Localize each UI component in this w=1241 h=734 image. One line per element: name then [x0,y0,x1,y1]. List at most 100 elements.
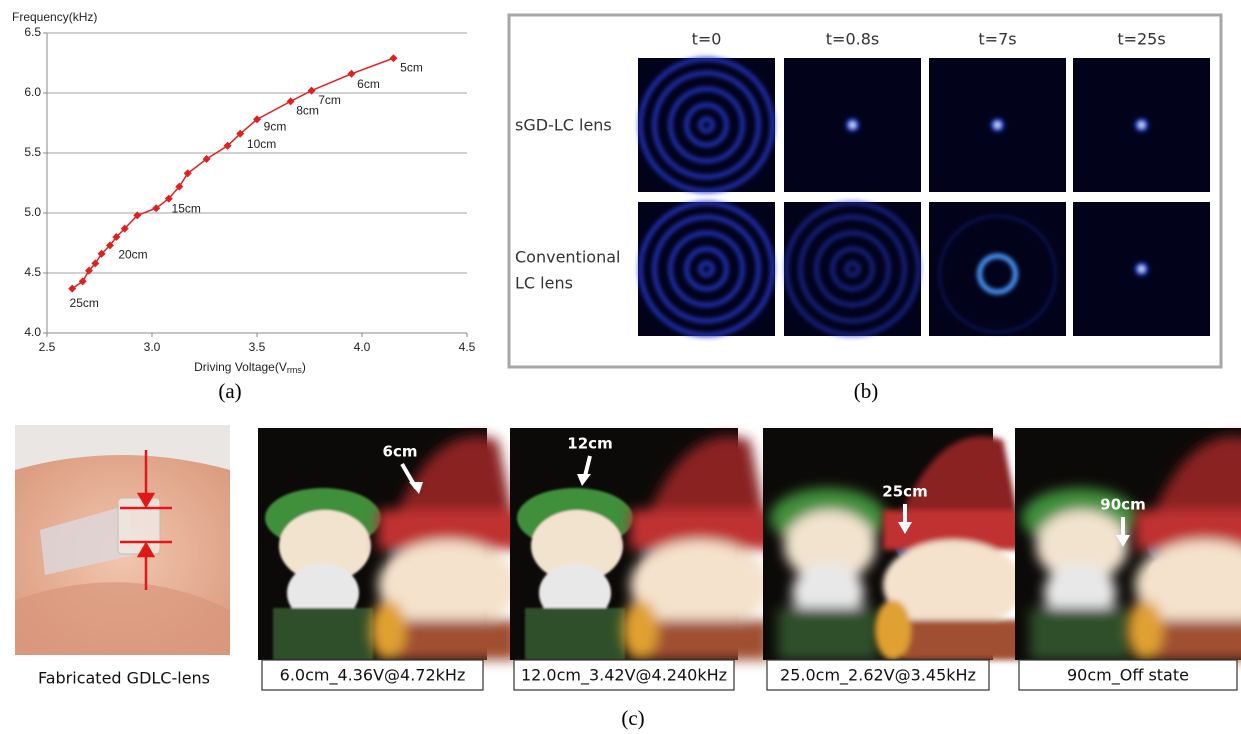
spot [1138,266,1145,272]
annotation: 10cm [247,137,276,151]
y-tick-label: 6.5 [24,25,41,39]
x-tick-label: 2.5 [39,340,56,354]
photo-caption: 25.0cm_2.62V@3.45kHz [780,666,976,686]
annotation: 8cm [296,104,319,118]
pattern [845,118,860,132]
distance-label: 25cm [882,483,927,501]
caption-box [261,659,484,691]
data-point [236,129,245,138]
column-header: t=0 [692,30,722,49]
pattern [638,56,775,194]
arrow-head [577,474,591,486]
data-point [286,97,295,106]
photo [510,428,780,660]
data-point [223,141,232,150]
plot-area: 4.0 4.5 5.0 5.5 6.0 6.5 2.5 3.0 3.5 4.0 4.5 25cm 20c… [24,25,475,354]
annotation: 9cm [264,120,287,134]
data-point [91,259,100,268]
data-point [164,194,173,203]
ring [698,116,715,134]
device-caption: Fabricated GDLC-lens [38,669,210,688]
x-tick-label: 3.0 [144,340,161,354]
photo [258,428,528,660]
pattern [784,200,921,338]
x-tick-label: 4.5 [459,340,476,354]
panel-label: (b) [854,379,879,403]
row-label: Conventional [515,248,620,267]
arrow-head [898,522,912,534]
pattern [938,214,1057,334]
x-tick-label: 3.5 [249,340,266,354]
y-tick-label: 4.5 [24,265,41,279]
x-tick-label: 4.0 [354,340,371,354]
spot [1138,122,1145,128]
x-label-sub: rms [287,365,302,375]
data-point [183,169,192,178]
ring [977,253,1018,295]
ring [844,260,861,278]
annotation: 7cm [318,93,341,107]
y-tick-label: 5.5 [24,145,41,159]
ring [638,200,775,338]
y-tick-label: 4.0 [24,325,41,339]
spot [849,122,856,128]
data-point [120,224,129,233]
spot [994,122,1001,128]
row-label: sGD-LC lens [515,116,612,135]
data-point [307,86,316,95]
annotation: 20cm [118,248,147,262]
data-point [68,284,77,293]
x-label-end: ) [302,360,306,374]
image-grid: t=0 t=0.8s t=7s t=25s sGD-LC lens Conventiona… [515,30,1210,338]
panel-label: (a) [218,379,241,403]
y-tick-label: 5.0 [24,205,41,219]
photo-caption: 90cm_Off state [1067,666,1189,686]
y-tick-label: 6.0 [24,85,41,99]
data-point [152,204,161,213]
pattern-image [929,202,1066,336]
data-point [112,233,121,241]
photo-caption: 6.0cm_4.36V@4.72kHz [280,666,466,686]
x-axis-label: Driving Voltage(Vrms) [194,360,306,375]
data-point [389,54,398,63]
data-point [97,249,106,258]
caption-box [1018,659,1238,691]
ring [684,246,729,292]
ring [652,70,761,180]
data-point [347,69,356,78]
ring [830,246,875,292]
y-axis-label: Frequency(kHz) [12,10,97,24]
photo [1015,428,1241,660]
annotation: 5cm [400,60,423,74]
pattern [1134,262,1149,276]
data-point [78,277,87,286]
column-header: t=25s [1117,30,1165,49]
data-point [85,266,93,275]
device-photo [15,425,230,655]
ring [684,102,729,148]
panel-frame [507,13,1223,369]
pattern [990,118,1005,132]
pattern [1134,118,1149,132]
distance-label: 6cm [383,443,418,461]
data-point [202,155,211,163]
distance-label: 12cm [567,435,612,453]
annotation: 6cm [357,77,380,91]
ring [814,230,891,308]
distance-label: 90cm [1100,496,1145,514]
photo-row: 6cm 6.0cm_4.36V@4.72kHz 12cm 12.0cm_3.42V@4… [258,428,1241,691]
caption-box [513,659,735,691]
ring [798,214,907,324]
photo-caption: 12.0cm_3.42V@4.240kHz [521,666,727,686]
arrow-head [409,482,423,494]
pattern [638,200,775,338]
ring [784,200,921,338]
ring [652,214,761,324]
ring [638,56,775,194]
annotation: 15cm [172,201,201,215]
x-label-main: Driving Voltage(V [194,360,287,374]
data-point [175,182,184,191]
data-point [133,211,142,220]
